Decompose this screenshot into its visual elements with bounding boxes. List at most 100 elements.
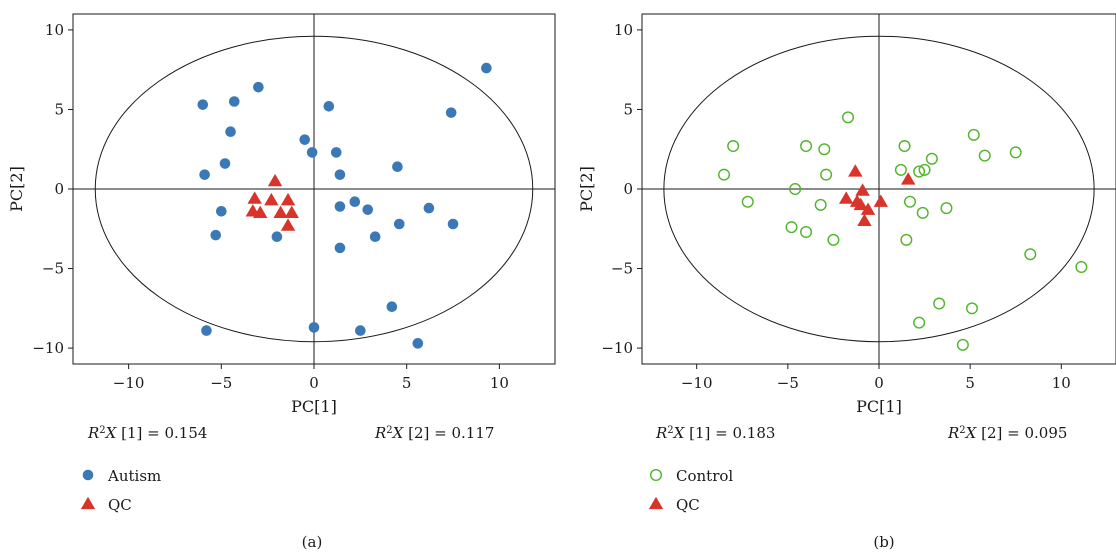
panel-b: −10 −5 0 5 10 −10 −5 0 5 10 PC[1] PC[2] R2X [1] = 0.… — [577, 13, 1116, 551]
data-point — [330, 147, 342, 158]
data-point — [741, 195, 754, 208]
panel-label: (b) — [873, 533, 894, 551]
data-point — [197, 99, 209, 110]
data-point — [789, 182, 802, 195]
r2x-1-label: R2X [1] = 0.183 — [655, 424, 775, 442]
legend-marker-control — [650, 469, 663, 482]
y-tick-label: 10 — [614, 21, 633, 39]
data-point — [800, 225, 813, 238]
data-point — [842, 111, 855, 124]
y-tick-label: −10 — [32, 339, 64, 357]
series-qc — [245, 173, 299, 231]
data-point — [838, 191, 854, 204]
x-tick-label: −10 — [113, 374, 145, 392]
data-point — [820, 168, 833, 181]
data-point — [228, 96, 240, 107]
y-tick-label: 0 — [623, 180, 633, 198]
data-point — [1075, 260, 1088, 273]
data-point — [225, 126, 236, 138]
data-point — [857, 213, 872, 227]
series-control — [718, 111, 1088, 351]
x-tick-label: 0 — [309, 374, 319, 392]
data-point — [334, 201, 346, 212]
data-point — [280, 218, 296, 231]
x-axis-label: PC[1] — [856, 397, 902, 416]
series-qc — [838, 164, 916, 227]
data-point — [308, 322, 320, 333]
x-tick-label: 0 — [874, 374, 884, 392]
data-point — [785, 221, 798, 234]
data-point — [848, 164, 863, 177]
confidence-ellipse — [94, 35, 534, 343]
data-point — [369, 231, 381, 243]
data-point — [900, 172, 916, 185]
data-point — [903, 195, 916, 208]
data-point — [481, 62, 492, 74]
data-point — [1009, 146, 1022, 159]
legend-marker-qc — [80, 496, 96, 510]
data-point — [814, 198, 827, 211]
data-point — [392, 161, 403, 173]
legend-label-control: Control — [676, 467, 733, 485]
data-point — [855, 183, 870, 196]
y-tick-label: 5 — [54, 100, 64, 118]
data-point — [860, 202, 876, 215]
data-point — [355, 325, 366, 336]
x-tick-label: 5 — [965, 374, 975, 392]
data-point — [210, 229, 222, 241]
data-point — [900, 233, 913, 246]
data-point — [264, 192, 279, 206]
data-point — [913, 165, 926, 178]
data-point — [933, 297, 946, 310]
data-point — [216, 205, 227, 217]
data-point — [873, 194, 889, 207]
legend-label-qc: QC — [676, 496, 700, 514]
data-point — [898, 140, 911, 153]
data-point — [718, 168, 731, 181]
data-point — [818, 143, 831, 156]
data-point — [299, 134, 311, 145]
data-point — [800, 140, 813, 153]
data-point — [247, 191, 262, 204]
data-point — [323, 100, 335, 112]
data-point — [273, 205, 288, 219]
data-point — [393, 218, 405, 230]
y-axis-label: PC[2] — [577, 166, 596, 212]
data-point — [965, 302, 978, 315]
y-axis-label: PC[2] — [7, 166, 26, 212]
data-point — [727, 140, 740, 153]
x-tick-label: 10 — [1052, 374, 1071, 392]
x-tick-label: −5 — [210, 374, 232, 392]
data-point — [271, 231, 283, 243]
data-point — [284, 205, 299, 219]
data-point — [894, 163, 907, 176]
data-point — [827, 233, 840, 246]
legend-label-autism: Autism — [107, 467, 161, 485]
r2x-2-label: R2X [2] = 0.117 — [374, 424, 494, 442]
data-point — [445, 107, 457, 118]
legend-label-qc: QC — [108, 496, 132, 514]
data-point — [940, 202, 953, 215]
data-point — [956, 338, 969, 351]
x-tick-label: 10 — [490, 374, 509, 392]
data-point — [253, 81, 264, 93]
data-point — [853, 197, 868, 211]
data-point — [412, 338, 424, 349]
r2x-2-label: R2X [2] = 0.095 — [947, 424, 1067, 442]
data-point — [349, 196, 361, 208]
data-point — [916, 206, 929, 219]
panel-label: (a) — [302, 533, 323, 551]
x-tick-label: −5 — [777, 374, 799, 392]
data-point — [201, 325, 212, 336]
data-point — [423, 202, 435, 214]
data-point — [447, 218, 459, 230]
y-tick-label: −5 — [611, 260, 633, 278]
x-tick-label: −10 — [681, 374, 713, 392]
data-point — [918, 163, 931, 176]
legend-marker-autism — [82, 469, 94, 481]
data-point — [386, 301, 398, 313]
y-tick-label: −5 — [42, 260, 64, 278]
data-point — [925, 152, 938, 165]
x-tick-label: 5 — [402, 374, 412, 392]
